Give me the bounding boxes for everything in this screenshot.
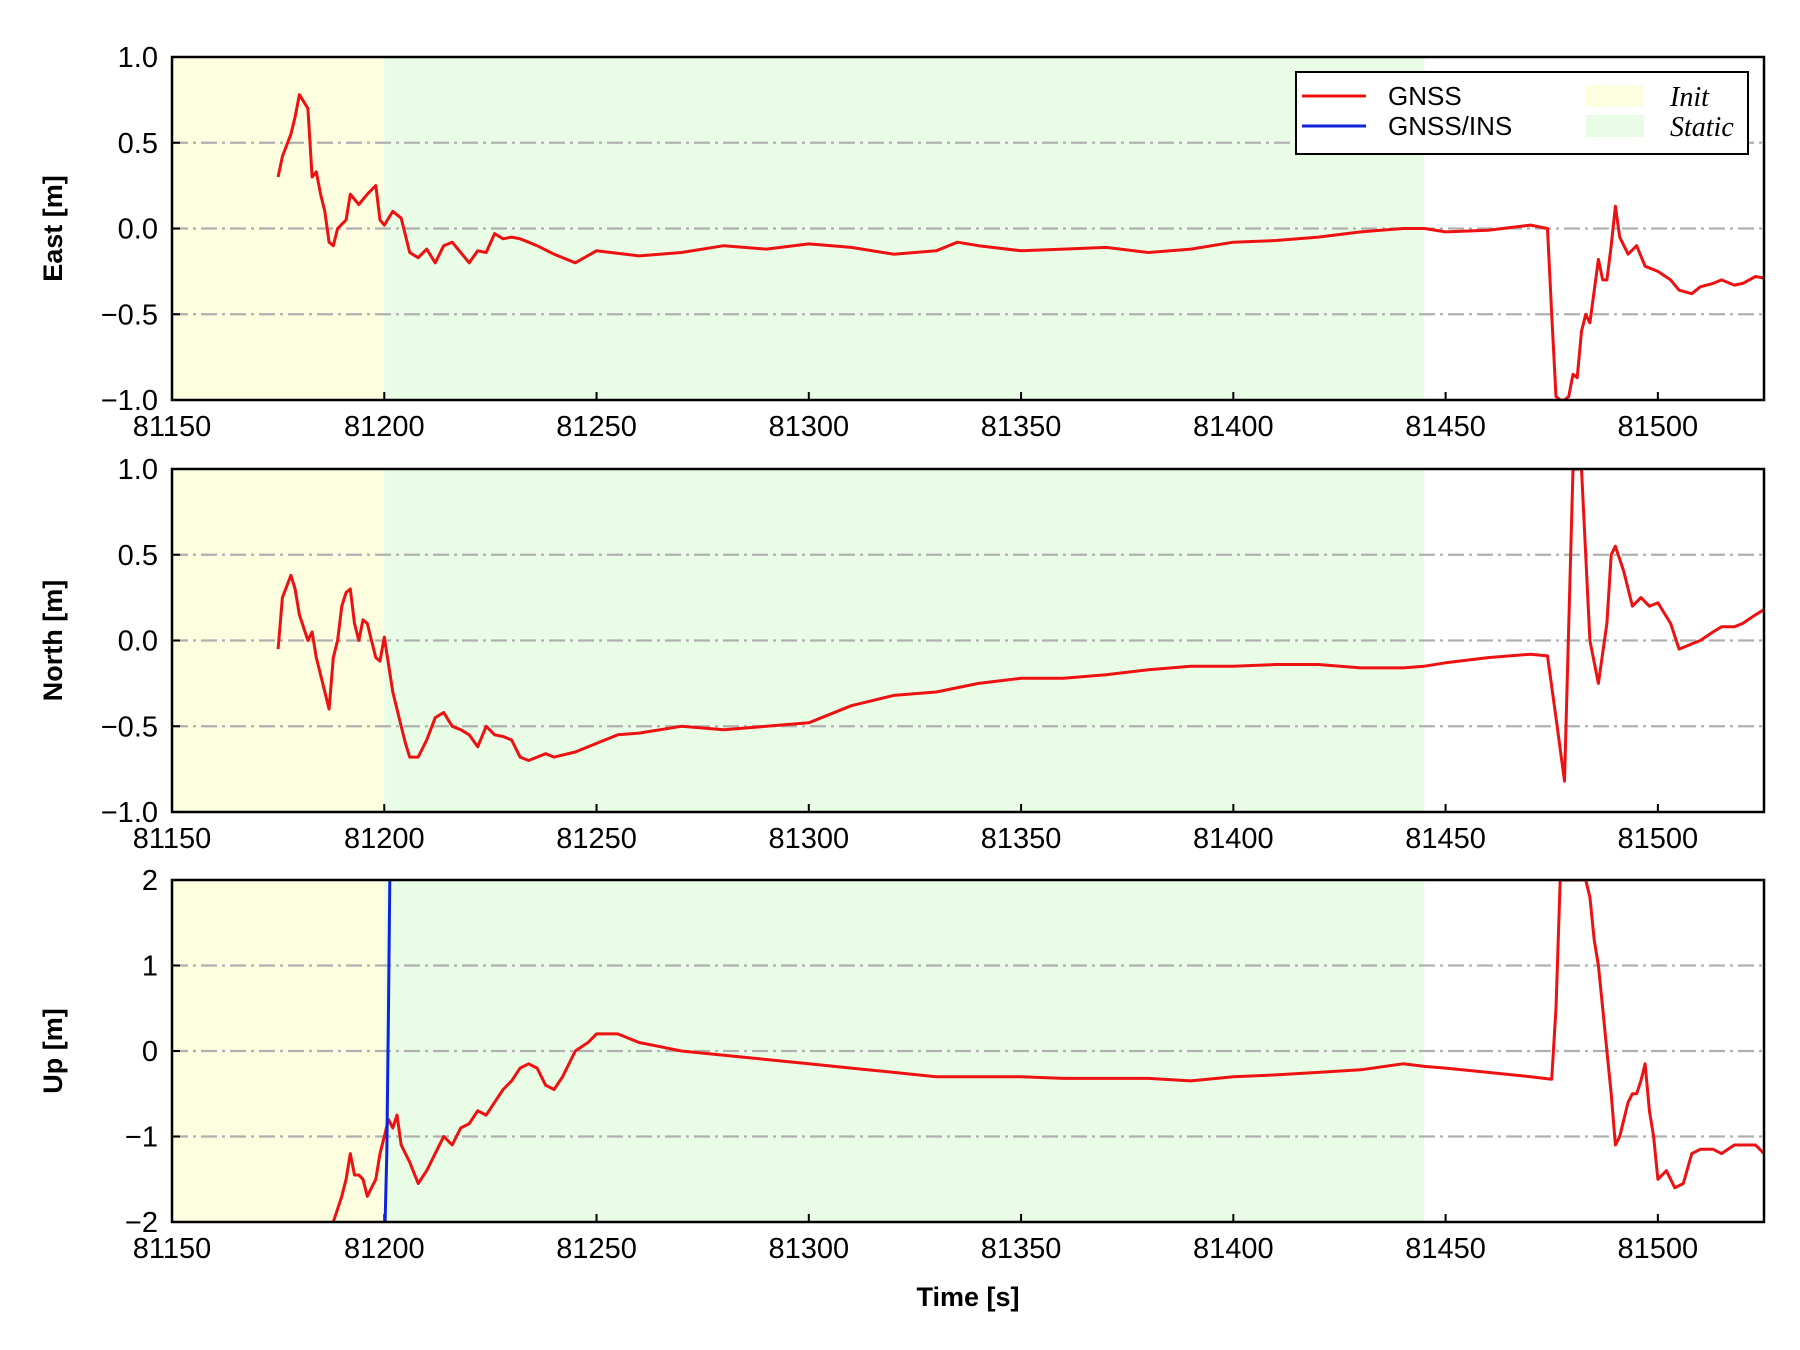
y-tick-label: 1.0 bbox=[118, 42, 158, 74]
series-group bbox=[276, 469, 1764, 783]
series-group bbox=[331, 880, 1764, 1222]
legend-frame bbox=[1295, 71, 1749, 155]
series-group bbox=[276, 93, 1764, 400]
x-tick-label: 81300 bbox=[768, 411, 849, 443]
y-axis-title: East [m] bbox=[38, 175, 68, 282]
y-tick-label: 0.5 bbox=[118, 128, 158, 160]
y-tick-label: 0.5 bbox=[118, 540, 158, 572]
y-axis-title: North [m] bbox=[38, 580, 68, 701]
series-gnss bbox=[276, 469, 1764, 783]
x-tick-label: 81450 bbox=[1405, 411, 1486, 443]
y-tick-label: −2 bbox=[125, 1207, 158, 1239]
x-tick-label: 81400 bbox=[1193, 1233, 1274, 1265]
legend-label-static: Static bbox=[1670, 112, 1734, 143]
x-tick-label: 81500 bbox=[1618, 411, 1699, 443]
x-tick-label: 81150 bbox=[133, 823, 212, 855]
x-tick-label: 81150 bbox=[133, 1233, 212, 1265]
x-axis-title: Time [s] bbox=[916, 1282, 1019, 1312]
y-tick-label: −1 bbox=[125, 1122, 158, 1154]
series-gnss-ins bbox=[383, 880, 392, 1222]
x-tick-label: 81200 bbox=[344, 411, 425, 443]
y-tick-label: −1.0 bbox=[101, 797, 158, 829]
y-tick-label: 0.0 bbox=[118, 626, 158, 658]
x-tick-label: 81250 bbox=[556, 823, 637, 855]
series-gnss bbox=[331, 880, 1764, 1222]
x-tick-label: 81300 bbox=[768, 823, 849, 855]
x-tick-label: 81150 bbox=[133, 411, 212, 443]
x-tick-label: 81350 bbox=[981, 1233, 1062, 1265]
y-tick-label: 0 bbox=[142, 1036, 158, 1068]
x-tick-label: 81400 bbox=[1193, 411, 1274, 443]
y-tick-label: −0.5 bbox=[101, 711, 158, 743]
series-gnss bbox=[276, 93, 1764, 400]
x-tick-label: 81450 bbox=[1405, 1233, 1486, 1265]
y-tick-label: −1.0 bbox=[101, 385, 158, 417]
y-tick-label: 1 bbox=[142, 951, 158, 983]
legend-swatch-static bbox=[1586, 115, 1644, 137]
x-tick-label: 81250 bbox=[556, 411, 637, 443]
y-tick-label: −0.5 bbox=[101, 299, 158, 331]
x-tick-label: 81450 bbox=[1405, 823, 1486, 855]
y-tick-label: 2 bbox=[142, 865, 158, 897]
x-tick-label: 81200 bbox=[344, 823, 425, 855]
legend-label-init: Init bbox=[1669, 82, 1710, 113]
panel-frame bbox=[170, 55, 1766, 402]
legend-label-gnss-ins: GNSS/INS bbox=[1388, 111, 1512, 141]
x-tick-label: 81200 bbox=[344, 1233, 425, 1265]
x-tick-label: 81300 bbox=[768, 1233, 849, 1265]
y-axis-title: Up [m] bbox=[38, 1008, 68, 1093]
x-tick-label: 81350 bbox=[981, 823, 1062, 855]
legend-swatch-init bbox=[1586, 85, 1644, 107]
x-tick-label: 81250 bbox=[556, 1233, 637, 1265]
x-tick-label: 81500 bbox=[1618, 1233, 1699, 1265]
x-tick-label: 81350 bbox=[981, 411, 1062, 443]
panel-frame bbox=[170, 467, 1766, 814]
y-tick-label: 1.0 bbox=[118, 454, 158, 486]
x-tick-label: 81400 bbox=[1193, 823, 1274, 855]
legend-label-gnss: GNSS bbox=[1388, 81, 1462, 111]
x-tick-label: 81500 bbox=[1618, 823, 1699, 855]
panel-frame bbox=[170, 878, 1766, 1224]
y-tick-label: 0.0 bbox=[118, 214, 158, 246]
